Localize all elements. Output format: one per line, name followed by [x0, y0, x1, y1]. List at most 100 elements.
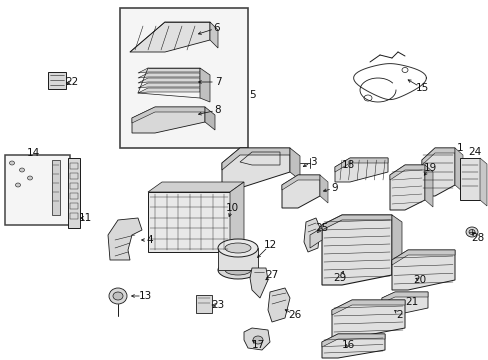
Text: 24: 24 — [468, 147, 481, 157]
Bar — [70, 163, 78, 169]
Text: 7: 7 — [214, 77, 221, 87]
Text: 2: 2 — [396, 310, 403, 320]
Ellipse shape — [218, 261, 258, 279]
Polygon shape — [267, 288, 289, 322]
Ellipse shape — [109, 288, 127, 304]
Ellipse shape — [224, 265, 250, 275]
Ellipse shape — [20, 168, 24, 172]
Polygon shape — [421, 148, 454, 165]
Bar — [70, 203, 78, 209]
Polygon shape — [391, 250, 454, 265]
Bar — [70, 173, 78, 179]
Polygon shape — [331, 300, 404, 338]
Text: 23: 23 — [211, 300, 224, 310]
Bar — [148, 192, 229, 252]
Bar — [70, 213, 78, 219]
Bar — [459, 158, 479, 200]
Text: 15: 15 — [414, 83, 428, 93]
Polygon shape — [130, 22, 209, 52]
Polygon shape — [138, 88, 200, 93]
Text: 10: 10 — [225, 203, 238, 213]
Polygon shape — [391, 250, 454, 290]
Polygon shape — [249, 268, 267, 298]
Ellipse shape — [218, 239, 258, 257]
Polygon shape — [421, 148, 454, 196]
Polygon shape — [204, 107, 215, 130]
Text: 26: 26 — [288, 310, 301, 320]
Polygon shape — [138, 83, 200, 88]
Polygon shape — [222, 148, 289, 170]
Polygon shape — [424, 165, 432, 207]
Bar — [70, 183, 78, 189]
Bar — [218, 248, 258, 270]
Polygon shape — [138, 73, 200, 78]
Polygon shape — [282, 175, 319, 190]
Ellipse shape — [468, 230, 474, 234]
Polygon shape — [391, 215, 401, 282]
Bar — [70, 193, 78, 199]
Text: 9: 9 — [331, 183, 338, 193]
Ellipse shape — [27, 176, 32, 180]
Text: 27: 27 — [265, 270, 278, 280]
Ellipse shape — [252, 336, 263, 344]
Bar — [196, 295, 212, 313]
Text: 25: 25 — [315, 223, 328, 233]
Ellipse shape — [465, 227, 477, 237]
Polygon shape — [148, 182, 244, 192]
Text: 12: 12 — [263, 240, 276, 250]
Polygon shape — [138, 78, 200, 83]
Text: 18: 18 — [341, 160, 354, 170]
Polygon shape — [200, 68, 209, 102]
Text: 16: 16 — [341, 340, 354, 350]
Polygon shape — [138, 68, 200, 73]
Text: 4: 4 — [146, 235, 153, 245]
Text: 17: 17 — [251, 340, 264, 350]
Text: 21: 21 — [405, 297, 418, 307]
Polygon shape — [381, 292, 427, 315]
Polygon shape — [454, 148, 462, 192]
Polygon shape — [389, 165, 424, 180]
Polygon shape — [209, 22, 218, 48]
Text: 19: 19 — [423, 163, 436, 173]
Bar — [52, 160, 60, 215]
Bar — [48, 72, 66, 89]
Text: 29: 29 — [333, 273, 346, 283]
Polygon shape — [321, 334, 384, 347]
Polygon shape — [381, 292, 427, 303]
Text: 3: 3 — [309, 157, 316, 167]
Ellipse shape — [9, 161, 15, 165]
Bar — [5, 155, 70, 225]
Polygon shape — [244, 328, 269, 350]
Polygon shape — [229, 182, 244, 250]
Text: 13: 13 — [138, 291, 151, 301]
Text: 28: 28 — [470, 233, 484, 243]
Text: 5: 5 — [248, 90, 255, 100]
Text: 6: 6 — [213, 23, 220, 33]
Polygon shape — [309, 228, 321, 248]
Polygon shape — [222, 148, 289, 188]
Polygon shape — [108, 218, 142, 260]
Text: 11: 11 — [78, 213, 91, 223]
Polygon shape — [479, 158, 486, 206]
Polygon shape — [319, 175, 327, 203]
Text: 14: 14 — [26, 148, 40, 158]
Ellipse shape — [16, 183, 20, 187]
Polygon shape — [321, 215, 391, 285]
Polygon shape — [321, 215, 391, 230]
Polygon shape — [389, 165, 424, 210]
Text: 20: 20 — [412, 275, 426, 285]
Bar — [120, 8, 247, 148]
Polygon shape — [282, 175, 319, 208]
Polygon shape — [334, 158, 387, 182]
Bar — [68, 158, 80, 228]
Polygon shape — [304, 218, 319, 252]
Polygon shape — [334, 158, 387, 172]
Polygon shape — [289, 148, 299, 180]
Text: 8: 8 — [214, 105, 221, 115]
Polygon shape — [321, 334, 384, 358]
Ellipse shape — [224, 243, 250, 253]
Text: 22: 22 — [65, 77, 79, 87]
Text: 1: 1 — [456, 143, 462, 153]
Polygon shape — [132, 107, 204, 123]
Ellipse shape — [113, 292, 123, 300]
